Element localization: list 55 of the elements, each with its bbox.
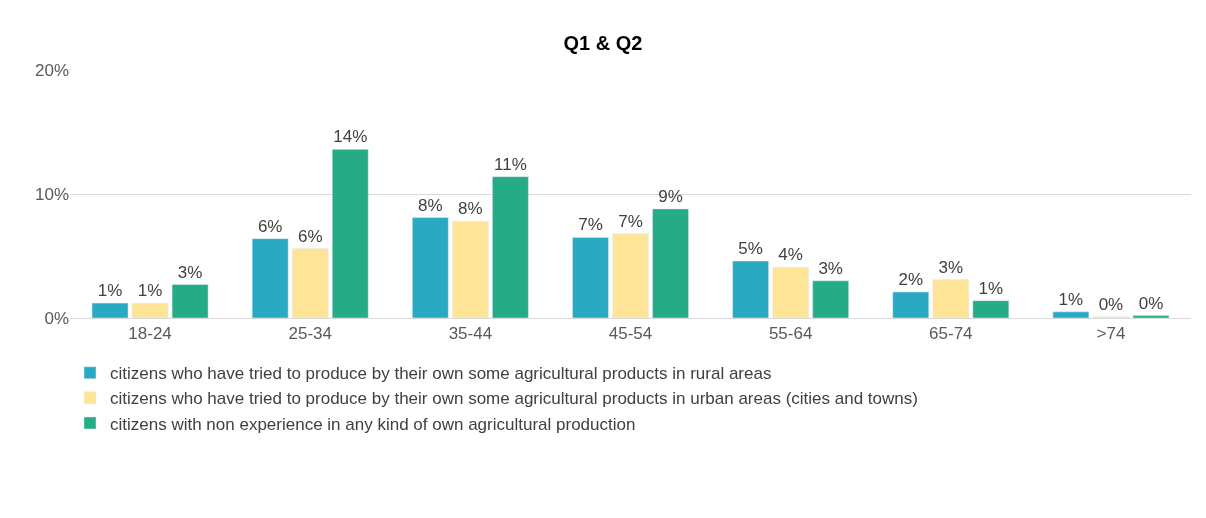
bar	[572, 237, 609, 318]
legend-label: citizens with non experience in any kind of own agricultural production	[110, 414, 636, 434]
x-tick-label: 18-24	[128, 324, 172, 344]
data-label: 1%	[97, 281, 123, 301]
bar	[732, 260, 769, 318]
bar	[1052, 311, 1090, 318]
bar	[492, 176, 529, 318]
data-label: 4%	[778, 245, 803, 265]
data-label: 3%	[177, 262, 203, 282]
bar	[772, 266, 809, 318]
chart-title: Q1 & Q2	[563, 32, 643, 55]
x-tick-label: 35-44	[448, 324, 493, 344]
bar	[932, 279, 970, 318]
bar	[412, 217, 449, 318]
data-label: 6%	[297, 226, 323, 246]
data-label: 1%	[978, 278, 1004, 298]
data-label: 1%	[1058, 289, 1084, 309]
bar	[131, 302, 169, 318]
bar	[251, 238, 289, 318]
bar	[652, 208, 689, 318]
legend-label: citizens who have tried to produce by their own some agricultural products in rural areas	[110, 364, 772, 384]
y-tick-label: 20%	[34, 60, 69, 80]
bar	[612, 233, 649, 318]
x-tick-label: 25-34	[288, 324, 332, 344]
data-label: 3%	[938, 257, 964, 277]
data-label: 7%	[578, 215, 603, 235]
bar	[91, 302, 129, 318]
bar	[812, 280, 849, 318]
data-label: 0%	[1098, 294, 1124, 314]
data-label: 2%	[898, 269, 924, 289]
legend-label: citizens who have tried to produce by their own some agricultural products in urban areas (cities and towns)	[110, 389, 918, 409]
data-label: 7%	[618, 211, 643, 231]
data-label: 9%	[658, 186, 683, 206]
data-label: 14%	[333, 127, 368, 147]
x-tick-label: >74	[1096, 324, 1126, 344]
x-tick-label: 55-64	[768, 324, 813, 344]
bar	[331, 149, 369, 318]
bar	[972, 300, 1010, 318]
data-label: 0%	[1138, 293, 1164, 313]
data-label: 8%	[418, 195, 443, 215]
bar	[171, 284, 209, 318]
x-tick-label: 65-74	[929, 324, 973, 344]
data-label: 11%	[494, 154, 527, 174]
bar	[452, 221, 489, 318]
data-label: 5%	[738, 238, 763, 258]
data-label: 1%	[137, 281, 163, 301]
data-label: 3%	[818, 258, 843, 278]
bar	[892, 291, 930, 318]
bar	[1132, 315, 1170, 318]
data-label: 8%	[458, 199, 483, 219]
y-tick-label: 0%	[44, 308, 69, 328]
bar	[291, 248, 329, 318]
y-tick-label: 10%	[34, 184, 69, 204]
data-label: 6%	[257, 216, 283, 236]
x-tick-label: 45-54	[608, 324, 653, 344]
